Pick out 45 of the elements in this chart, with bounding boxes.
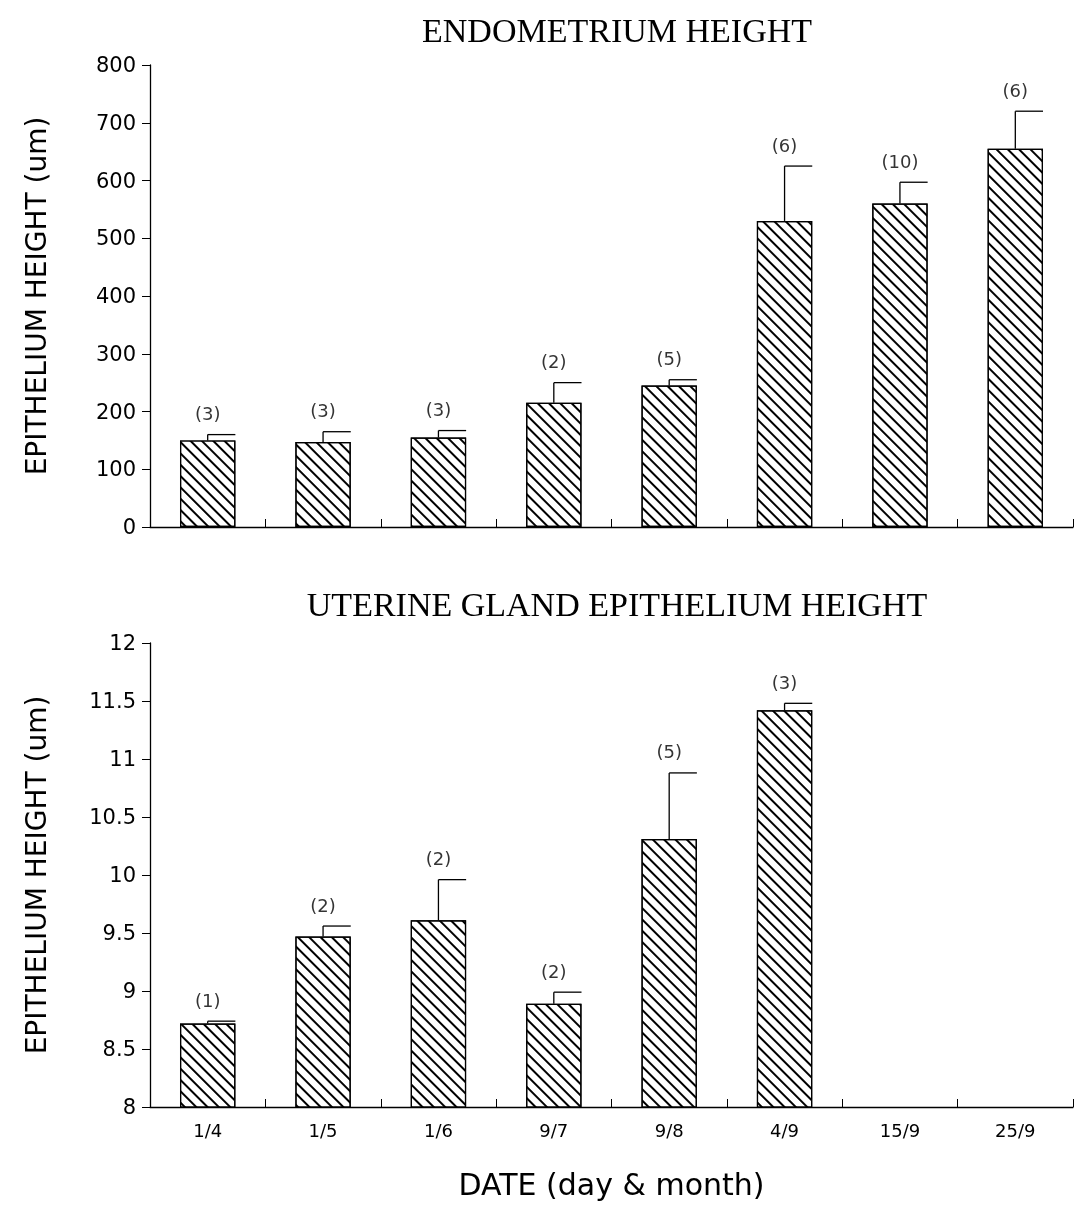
y-tick-label: 9 bbox=[122, 979, 136, 1003]
y-tick-label: 12 bbox=[109, 631, 136, 655]
y-tick-label: 400 bbox=[95, 284, 136, 308]
annotation: (3) bbox=[194, 403, 221, 425]
x-tick-label: 9/8 bbox=[654, 1119, 684, 1141]
annotation: (5) bbox=[656, 741, 682, 763]
annotation: (1) bbox=[194, 989, 221, 1011]
x-tick-label: 9/7 bbox=[539, 1119, 569, 1141]
annotation: (5) bbox=[656, 348, 682, 370]
annotation: (2) bbox=[310, 894, 336, 916]
y-tick-label: 8.5 bbox=[102, 1037, 136, 1061]
y-axis-title: EPITHELIUM HEIGHT (um) bbox=[19, 695, 53, 1055]
annotation: (3) bbox=[310, 400, 336, 422]
y-tick-label: 10.5 bbox=[89, 805, 136, 829]
x-tick-label: 1/5 bbox=[308, 1119, 338, 1141]
y-tick-label: 800 bbox=[95, 53, 136, 77]
chart-title: UTERINE GLAND EPITHELIUM HEIGHT bbox=[306, 585, 928, 623]
annotation: (3) bbox=[771, 671, 798, 693]
x-axis-title: DATE (day & month) bbox=[458, 1166, 765, 1202]
y-tick-label: 0 bbox=[122, 515, 136, 539]
x-tick-label: 25/9 bbox=[995, 1119, 1036, 1141]
annotation: (3) bbox=[425, 399, 452, 421]
x-tick-label: 4/9 bbox=[770, 1119, 800, 1141]
x-tick-label: 1/6 bbox=[423, 1119, 453, 1141]
annotation: (10) bbox=[881, 150, 919, 172]
y-tick-label: 10 bbox=[109, 863, 136, 887]
annotation: (2) bbox=[541, 960, 567, 982]
annotation: (2) bbox=[541, 351, 567, 373]
annotation: (6) bbox=[771, 134, 798, 156]
x-tick-label: 15/9 bbox=[879, 1119, 921, 1141]
y-tick-label: 700 bbox=[95, 110, 136, 135]
chart-title: ENDOMETRIUM HEIGHT bbox=[421, 11, 813, 49]
x-tick-label: 1/4 bbox=[193, 1119, 223, 1141]
y-tick-label: 200 bbox=[95, 399, 136, 424]
y-axis-title: EPITHELIUM HEIGHT (um) bbox=[19, 116, 53, 476]
y-tick-label: 600 bbox=[95, 168, 136, 193]
annotation: (6) bbox=[1002, 79, 1029, 101]
y-tick-label: 8 bbox=[122, 1095, 136, 1119]
y-tick-label: 300 bbox=[95, 341, 136, 366]
annotation: (2) bbox=[425, 848, 452, 870]
y-tick-label: 9.5 bbox=[102, 921, 136, 945]
y-tick-label: 500 bbox=[95, 226, 136, 251]
y-tick-label: 100 bbox=[95, 457, 136, 482]
y-tick-label: 11.5 bbox=[89, 689, 136, 713]
y-tick-label: 11 bbox=[109, 747, 136, 771]
